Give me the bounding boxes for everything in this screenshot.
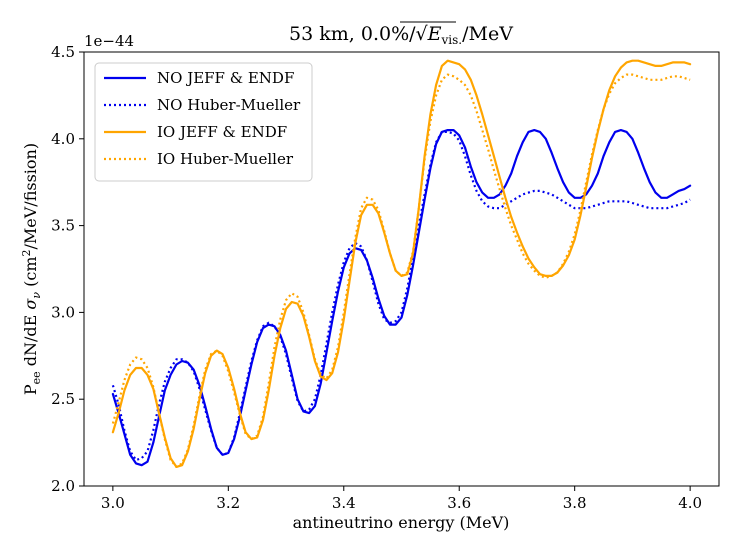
legend-box [94,62,313,182]
legend-label-io-jeff: IO JEFF & ENDF [157,123,287,141]
y-tick-label: 2.5 [51,390,75,408]
series-lines [111,59,692,468]
plot-frame [83,51,720,487]
y-tick-label: 2.0 [51,477,75,495]
series-line-3 [111,73,691,468]
x-tick-label: 3.8 [563,494,587,512]
chart-title: 53 km, 0.0%/√Evis./MeV [289,23,513,47]
axis-ticks: 3.0 3.2 3.4 3.6 3.8 4.0 2.0 2.5 3.0 3.5 4.0 4.5 [51,43,702,512]
legend: NO JEFF & ENDF NO Huber-Mueller IO JEFF … [94,62,313,182]
x-tick-label: 3.6 [447,494,471,512]
y-tick-label: 3.0 [51,303,75,321]
series-line-1 [111,130,691,462]
x-tick-label: 3.4 [332,494,356,512]
legend-label-no-hm: NO Huber-Mueller [157,96,301,114]
y-tick-label: 4.5 [51,43,75,61]
y-tick-label: 4.0 [51,130,75,148]
x-tick-label: 3.2 [216,494,240,512]
y-offset-label: 1e−44 [84,32,134,50]
legend-label-io-hm: IO Huber-Mueller [157,150,294,168]
x-tick-label: 3.0 [101,494,125,512]
y-axis-label: Pee dN/dE σν (cm2/MeV/fission) [20,143,43,395]
x-axis-label: antineutrino energy (MeV) [293,513,510,532]
x-tick-label: 4.0 [678,494,702,512]
y-tick-label: 3.5 [51,217,75,235]
legend-label-no-jeff: NO JEFF & ENDF [157,69,294,87]
